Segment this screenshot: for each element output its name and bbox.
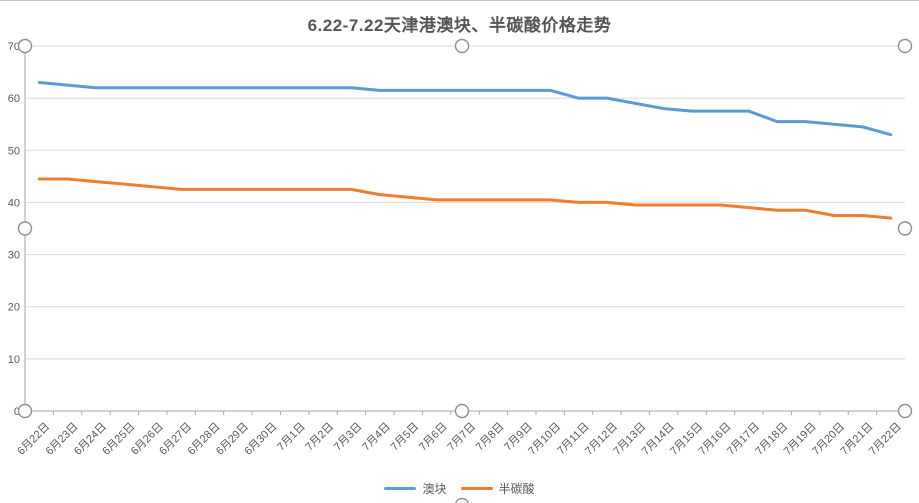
x-axis-label: 7月8日: [474, 421, 507, 454]
y-axis-label: 60: [8, 93, 20, 105]
y-axis-label: 20: [8, 302, 20, 314]
legend-line-swatch-orange: [460, 487, 493, 490]
x-axis-label: 7月2日: [303, 421, 336, 454]
selection-handle[interactable]: [455, 497, 469, 503]
y-axis-label: 10: [8, 354, 20, 366]
x-axis-label: 7月7日: [445, 421, 478, 454]
x-axis-label: 7月1日: [275, 421, 308, 454]
selection-handle[interactable]: [897, 38, 913, 54]
legend-item-bantansuan[interactable]: 半碳酸: [460, 480, 535, 497]
y-axis-label: 40: [8, 197, 20, 209]
chart-title[interactable]: 6.22-7.22天津港澳块、半碳酸价格走势: [307, 16, 612, 35]
selection-handle[interactable]: [17, 403, 33, 419]
legend-label: 半碳酸: [498, 482, 535, 496]
legend-label: 澳块: [422, 482, 447, 496]
legend-line-swatch-blue: [384, 487, 417, 490]
selection-handle[interactable]: [17, 221, 33, 236]
y-axis-label: 0: [14, 406, 20, 418]
x-axis-label: 7月6日: [417, 421, 450, 454]
legend: 澳块 半碳酸: [0, 480, 919, 497]
y-axis-label: 50: [8, 145, 20, 157]
legend-item-aokuai[interactable]: 澳块: [384, 480, 447, 497]
selection-handle[interactable]: [17, 38, 33, 54]
selection-handle[interactable]: [454, 38, 470, 54]
series-line-1[interactable]: [37, 177, 893, 220]
x-axis-label: 7月5日: [389, 421, 422, 454]
selection-handle[interactable]: [454, 403, 470, 419]
y-axis-label: 30: [8, 250, 20, 262]
x-axis-label: 7月4日: [360, 421, 393, 454]
x-axis-label: 7月3日: [332, 421, 365, 454]
selection-handle[interactable]: [897, 403, 913, 419]
selection-handle[interactable]: [897, 221, 913, 236]
y-axis-label: 70: [8, 41, 20, 53]
series-line-0[interactable]: [37, 81, 893, 137]
